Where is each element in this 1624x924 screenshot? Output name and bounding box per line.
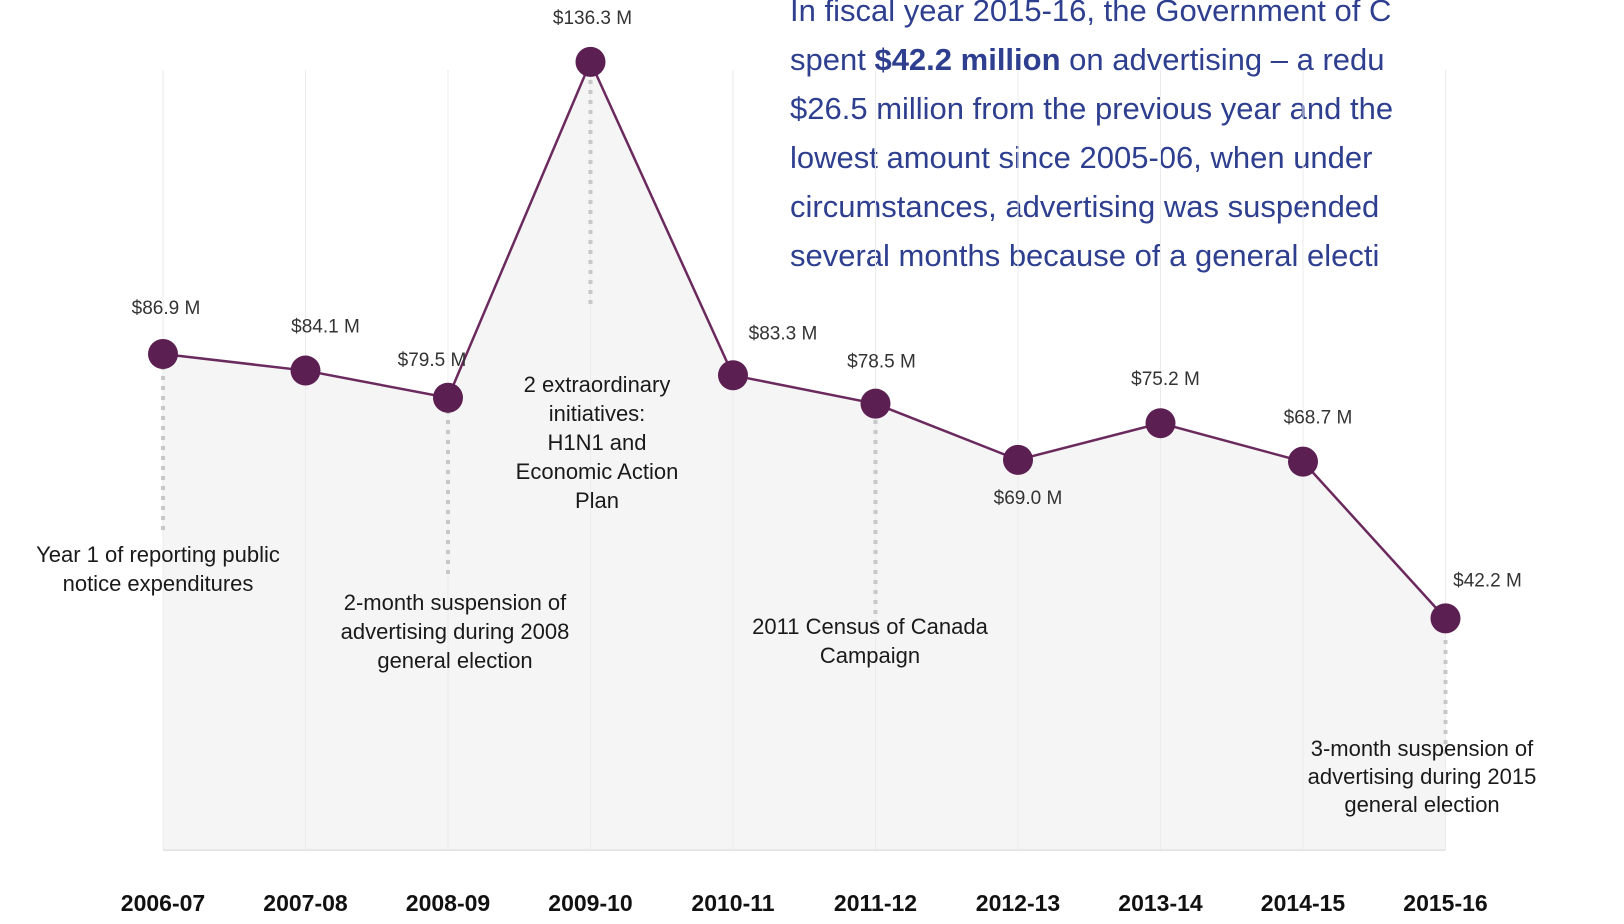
- intro-line: In fiscal year 2015-16, the Government o…: [790, 0, 1392, 28]
- x-tick-label: 2013-14: [1118, 890, 1203, 916]
- annotation: Year 1 of reporting public notice expendi…: [36, 542, 280, 596]
- value-label: $79.5 M: [398, 350, 467, 371]
- annotation-line: initiatives:: [549, 401, 646, 426]
- x-tick-label: 2015-16: [1403, 890, 1487, 916]
- annotation-line: Year 1 of reporting public: [36, 542, 280, 567]
- intro-line: circumstances, advertising was suspended: [790, 189, 1380, 224]
- data-point: [290, 355, 321, 386]
- x-tick-label: 2011-12: [834, 890, 917, 916]
- data-point: [1430, 603, 1461, 634]
- intro-line: spent $42.2 million on advertising – a r…: [790, 42, 1385, 77]
- annotation-line: notice expenditures: [63, 571, 254, 596]
- intro-text: In fiscal year 2015-16, the Government o…: [790, 0, 1624, 280]
- series-line: [162, 58, 1447, 620]
- value-label: $69.0 M: [994, 488, 1063, 509]
- data-point: [575, 46, 606, 77]
- value-label: $84.1 M: [291, 317, 360, 338]
- annotation-line: Campaign: [820, 643, 920, 668]
- area-fill: [163, 61, 1446, 851]
- value-label: $68.7 M: [1284, 408, 1353, 429]
- x-tick-label: 2007-08: [263, 890, 348, 916]
- annotation-line: Plan: [575, 488, 619, 513]
- annotation-line: 2011 Census of Canada: [752, 614, 988, 639]
- annotation-line: general election: [377, 648, 532, 673]
- annotation: 2-month suspension of advertising during …: [341, 590, 570, 673]
- annotation-line: 3-month suspension of: [1311, 736, 1534, 761]
- data-point: [718, 360, 748, 391]
- annotation-line: advertising during 2008: [341, 619, 570, 644]
- x-tick-label: 2010-11: [691, 890, 774, 916]
- intro-line: several months because of a general elec…: [790, 238, 1380, 273]
- value-label: $136.3 M: [553, 8, 632, 29]
- x-tick-label: 2014-15: [1261, 890, 1346, 916]
- annotation-line: general election: [1344, 792, 1499, 817]
- x-tick-label: 2009-10: [548, 890, 632, 916]
- annotation-line: 2-month suspension of: [344, 590, 567, 615]
- annotation-line: H1N1 and: [547, 430, 646, 455]
- data-point: [1145, 408, 1176, 439]
- value-label: $83.3 M: [749, 323, 818, 344]
- value-label: $42.2 M: [1453, 570, 1522, 591]
- intro-highlight: $42.2 million: [874, 42, 1061, 77]
- data-point: [1288, 446, 1318, 477]
- data-point: [1003, 444, 1033, 475]
- x-tick-label: 2008-09: [406, 890, 490, 916]
- annotation: 2 extraordinary initiatives: H1N1 and Econo…: [516, 372, 679, 513]
- x-tick-label: 2012-13: [976, 890, 1060, 916]
- x-tick-label: 2006-07: [121, 890, 205, 916]
- annotation-line: 2 extraordinary: [524, 372, 671, 397]
- value-label: $86.9 M: [132, 298, 201, 319]
- annotation-line: Economic Action: [516, 459, 679, 484]
- annotation: 2011 Census of Canada Campaign: [752, 614, 988, 668]
- data-point: [433, 382, 463, 413]
- value-label: $78.5 M: [847, 352, 916, 373]
- annotation: 3-month suspension of advertising during …: [1308, 736, 1537, 817]
- annotation-line: advertising during 2015: [1308, 764, 1537, 789]
- data-point: [860, 388, 891, 419]
- value-label: $75.2 M: [1131, 369, 1200, 390]
- data-point: [148, 339, 178, 369]
- intro-line: $26.5 million from the previous year and…: [790, 91, 1394, 126]
- intro-line: lowest amount since 2005-06, when under: [790, 140, 1373, 175]
